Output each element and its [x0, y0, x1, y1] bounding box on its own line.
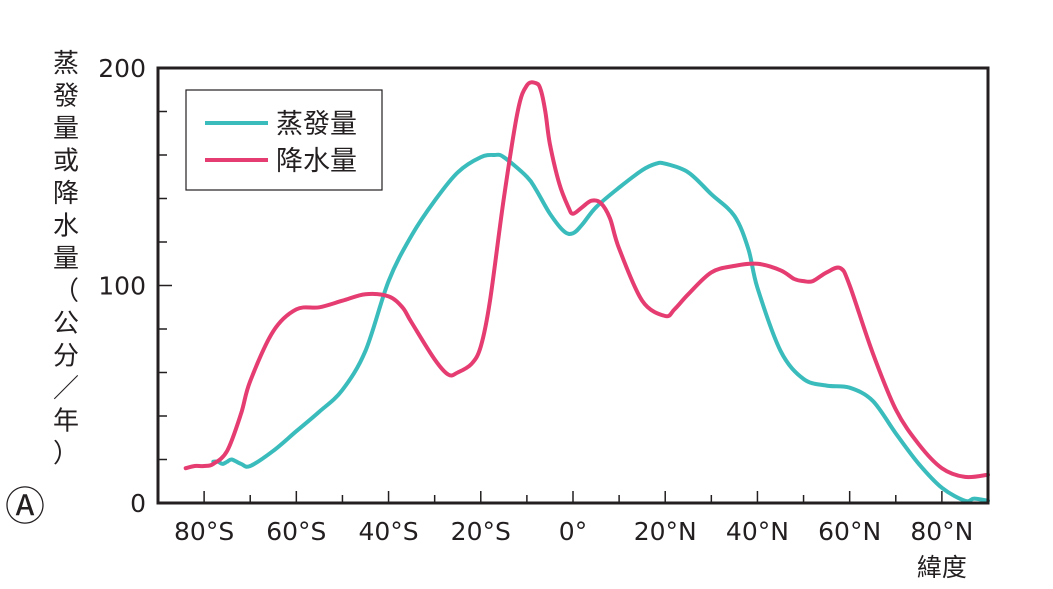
x-tick-label: 80°S [174, 517, 234, 546]
y-axis-title-char: 量 [53, 244, 79, 274]
legend-label: 降水量 [276, 146, 357, 177]
y-tick-labels: 0 100 200 [98, 54, 146, 518]
legend-label: 蒸發量 [276, 109, 357, 140]
y-tick-label: 0 [130, 489, 146, 518]
x-tick-label: 20°S [451, 517, 511, 546]
x-tick-label: 40°S [358, 517, 418, 546]
plot-frame [156, 66, 990, 505]
x-tick-label: 60°N [818, 517, 881, 546]
x-tick-label: 80°N [910, 517, 973, 546]
y-axis-title-char: 降 [53, 179, 79, 209]
x-tick-label: 20°N [634, 517, 697, 546]
series-line-precipitation [183, 80, 990, 480]
y-tick-label: 200 [98, 54, 146, 83]
y-axis-title-char: ／ [53, 374, 79, 404]
y-axis-title-char: 公 [53, 309, 79, 339]
x-tick-label: 60°S [266, 517, 326, 546]
x-tick-label: 0° [559, 517, 587, 546]
x-axis-title: 緯度 [917, 553, 967, 582]
series-layer [183, 80, 990, 504]
x-tick-label: 40°N [726, 517, 789, 546]
y-axis-title-char: （ [53, 277, 79, 307]
y-axis-title-char: 蒸 [53, 49, 79, 79]
panel-label: Ⓐ [5, 484, 45, 530]
y-axis-title-char: 水 [53, 212, 79, 242]
series-line-evaporation [211, 152, 990, 504]
y-axis-title-char: 分 [53, 342, 79, 372]
y-axis-title-char: ） [53, 439, 79, 469]
legend-box [185, 89, 383, 191]
y-axis-title-char: 發 [53, 82, 79, 112]
y-axis-title-char: 量 [53, 114, 79, 144]
y-axis-title-char: 年 [53, 407, 79, 437]
y-tick-label: 100 [98, 272, 146, 301]
y-axis-title-char: 或 [53, 147, 79, 177]
x-tick-labels: 80°S 60°S 40°S 20°S 0° 20°N 40°N 60°N 80°N [174, 517, 973, 546]
